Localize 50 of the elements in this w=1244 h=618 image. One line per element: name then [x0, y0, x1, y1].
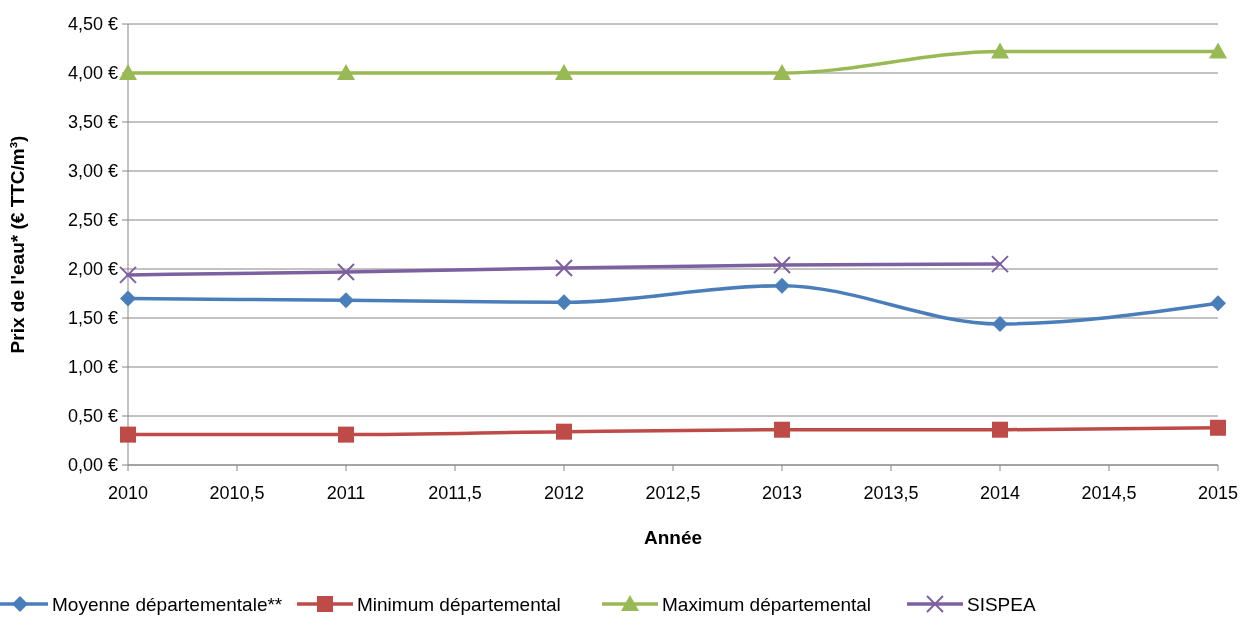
x-tick-label: 2010,5 — [209, 483, 265, 503]
point — [555, 259, 573, 278]
x-tick-label: 2014,5 — [1081, 483, 1137, 503]
y-tick-label: 0,50 € — [67, 406, 118, 427]
point — [337, 262, 355, 281]
point — [992, 315, 1008, 332]
point — [120, 290, 136, 307]
x-tick-label: 2012,5 — [645, 483, 701, 503]
point — [774, 421, 790, 438]
point — [1210, 419, 1226, 436]
x-tick-label: 2013,5 — [863, 483, 919, 503]
legend-label: Moyenne départementale** — [52, 593, 283, 615]
point — [992, 421, 1008, 438]
point — [337, 64, 355, 80]
y-tick-label: 4,50 € — [67, 14, 118, 35]
x-tick-label: 2011 — [326, 483, 366, 503]
y-tick-label: 1,00 € — [67, 357, 118, 378]
point — [1210, 295, 1226, 312]
point — [1209, 42, 1227, 59]
point — [774, 277, 790, 294]
legend-label: Maximum départemental — [662, 593, 872, 615]
point — [120, 426, 136, 443]
x-tick-label: 2011,5 — [428, 483, 482, 503]
point — [119, 64, 137, 80]
point — [119, 265, 137, 284]
y-tick-label: 2,00 € — [67, 259, 118, 280]
legend-label: Minimum départemental — [357, 593, 561, 615]
x-tick-label: 2012 — [543, 483, 585, 503]
legend-label: SISPEA — [967, 593, 1036, 615]
y-tick-label: 4,00 € — [67, 63, 118, 84]
point — [773, 64, 791, 80]
y-tick-label: 3,00 € — [67, 161, 118, 182]
y-tick-label: 3,50 € — [67, 112, 118, 133]
point — [991, 255, 1009, 274]
point — [773, 256, 791, 275]
y-tick-label: 2,50 € — [67, 210, 118, 231]
point — [338, 426, 354, 443]
x-tick-label: 2010 — [107, 483, 149, 503]
y-tick-label: 0,00 € — [67, 455, 118, 476]
x-tick-label: 2014 — [979, 483, 1021, 503]
point — [556, 423, 572, 440]
x-tick-label: 2013 — [761, 483, 803, 503]
y-axis-title: Prix de l'eau* (€ TTC/m³) — [7, 135, 28, 354]
y-tick-label: 1,50 € — [67, 308, 118, 329]
point — [555, 64, 573, 80]
x-tick-label: 2015 — [1197, 483, 1239, 503]
point — [556, 294, 572, 311]
x-axis-title: Année — [643, 527, 703, 548]
point — [338, 292, 354, 309]
point — [991, 42, 1009, 59]
